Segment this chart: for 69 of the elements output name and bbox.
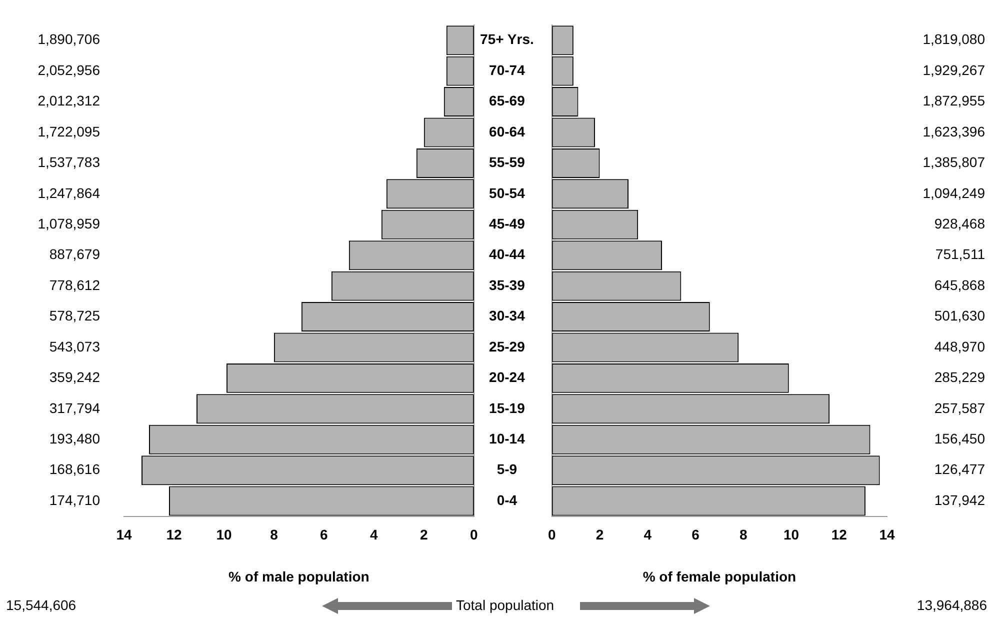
x-tick-label: 0 [548, 526, 556, 543]
text: 1,247,864 [38, 184, 100, 201]
y-tick-label: 65-69 [489, 92, 526, 109]
text: 174,710 [49, 492, 100, 508]
text: 13,964,886 [916, 597, 987, 613]
y-tick-label: 40-44 [489, 246, 526, 262]
text: 645,868 [934, 276, 986, 293]
y-tick-label: 5-9 [496, 461, 518, 478]
y-tick-label: 10-14 [489, 430, 526, 446]
text: 2,012,312 [38, 92, 100, 109]
x-tick-label: 10 [783, 526, 800, 543]
text: 193,480 [49, 430, 100, 446]
text: 887,679 [49, 246, 100, 262]
text: 1,623,396 [922, 123, 986, 140]
text: 126,477 [934, 461, 986, 478]
text: 1,819,080 [922, 31, 986, 48]
text: 751,511 [935, 246, 986, 262]
y-tick-label: 35-39 [489, 276, 526, 293]
text: 285,229 [934, 369, 986, 386]
text: 15,544,606 [6, 597, 76, 613]
y-tick-label: 0-4 [496, 492, 518, 508]
text: 156,450 [934, 430, 986, 446]
x-tick-label: 6 [692, 526, 700, 543]
x-tick-label: 6 [320, 526, 328, 543]
x-tick-label: 2 [420, 526, 428, 543]
y-tick-label: 75+ Yrs. [480, 31, 534, 48]
text: 137,942 [934, 492, 986, 508]
x-axis-title: % of male population [228, 568, 370, 584]
text: 1,872,955 [922, 92, 986, 109]
y-tick-label: 60-64 [489, 123, 526, 140]
text: 2,052,956 [38, 62, 100, 78]
text: Total population [456, 597, 554, 613]
text: 1,722,095 [38, 123, 100, 140]
text: 1,385,807 [922, 154, 986, 170]
text: 928,468 [934, 215, 986, 232]
text: 578,725 [49, 308, 100, 324]
y-tick-label: 70-74 [489, 62, 526, 78]
text: 1,078,959 [38, 215, 100, 232]
x-tick-label: 8 [739, 526, 748, 543]
text: 168,616 [49, 461, 100, 478]
text: 1,929,267 [922, 62, 986, 78]
y-tick-label: 20-24 [489, 369, 526, 386]
y-tick-label: 55-59 [489, 154, 526, 170]
x-tick-label: 4 [370, 526, 378, 543]
y-tick-label: 50-54 [489, 184, 526, 201]
x-tick-label: 12 [166, 526, 182, 543]
text: 1,537,783 [38, 154, 100, 170]
text: 1,094,249 [922, 184, 986, 201]
y-tick-label: 25-29 [489, 338, 526, 354]
x-tick-label: 12 [831, 526, 848, 543]
x-tick-label: 14 [879, 526, 895, 543]
x-axis-title: % of female population [642, 568, 796, 584]
y-tick-label: 30-34 [489, 308, 526, 324]
text: 359,242 [49, 369, 100, 386]
text: 778,612 [49, 276, 100, 293]
y-tick-label: 45-49 [489, 215, 526, 232]
x-tick-label: 10 [216, 526, 232, 543]
text: 257,587 [934, 400, 986, 416]
x-tick-label: 0 [470, 526, 478, 543]
x-tick-label: 8 [270, 526, 278, 543]
x-tick-label: 2 [596, 526, 604, 543]
y-tick-label: 15-19 [489, 400, 526, 416]
text: 317,794 [49, 400, 100, 416]
text: 1,890,706 [38, 31, 100, 48]
text: 501,630 [934, 308, 986, 324]
x-tick-label: 4 [644, 526, 652, 543]
text: 448,970 [934, 338, 986, 354]
text: 543,073 [49, 338, 100, 354]
x-tick-label: 14 [116, 526, 132, 543]
